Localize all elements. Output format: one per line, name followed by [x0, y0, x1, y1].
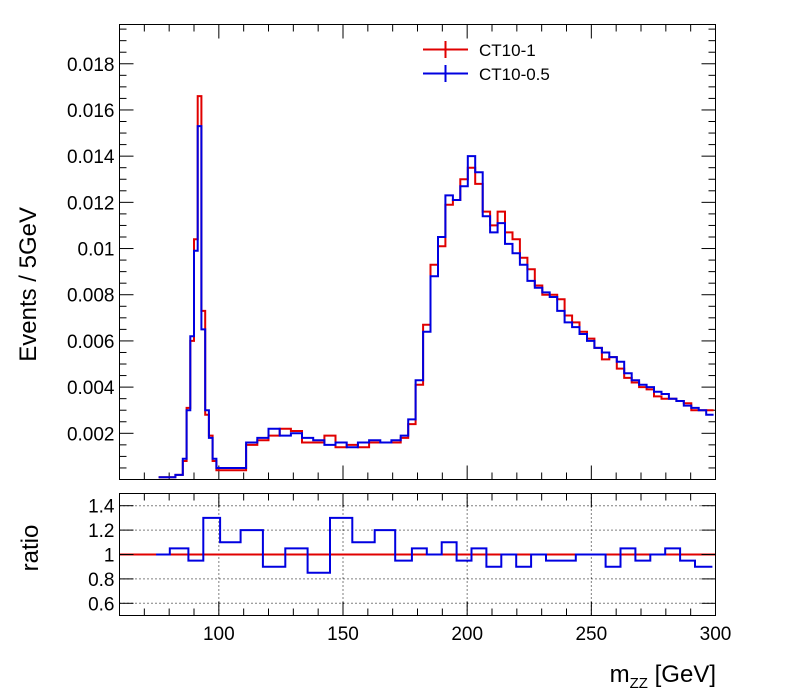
ratio-series-group [119, 516, 716, 574]
main-y-tick-label: 0.01 [78, 240, 115, 261]
ratio-y-tick-label: 0.6 [88, 594, 114, 615]
ratio-panel: 0.6 0.8 1 1.2 1.4 100 150 200 250 300 ratio mZZ … [17, 493, 732, 692]
ratio-x-ticks: 100 150 200 250 300 [119, 493, 732, 645]
x-axis-title-subscript: ZZ [630, 675, 648, 692]
main-y-tick-label: 0.012 [67, 193, 115, 214]
main-y-tick-label: 0.018 [67, 55, 115, 76]
main-y-tick-label: 0.002 [67, 424, 115, 445]
ratio-series-ct10-0.5 [156, 516, 713, 574]
main-y-tick-label: 0.006 [67, 332, 115, 353]
ratio-x-tick-label: 100 [203, 624, 235, 645]
main-y-axis-title: Events / 5GeV [15, 207, 42, 362]
ratio-y-tick-label: 1.4 [88, 497, 115, 518]
ratio-y-axis-title: ratio [17, 525, 44, 572]
ratio-y-tick-label: 1.2 [88, 521, 114, 542]
main-panel: 0.002 0.004 0.006 0.008 0.01 0.012 0.014 0.016 0… [15, 24, 716, 480]
ratio-x-tick-label: 200 [451, 624, 483, 645]
main-series-ct10-0.5 [158, 125, 714, 479]
main-y-ticks: 0.002 0.004 0.006 0.008 0.01 0.012 0.014 0.016 0… [67, 28, 716, 469]
main-x-ticks [119, 24, 716, 480]
ratio-x-tick-label: 250 [575, 624, 607, 645]
main-y-tick-label: 0.008 [67, 286, 115, 307]
ratio-y-tick-label: 0.8 [88, 570, 114, 591]
x-axis-title-unit: [GeV] [648, 661, 716, 688]
legend-label-ct10-0.5: CT10-0.5 [479, 65, 550, 84]
ratio-y-tick-label: 1 [104, 546, 115, 567]
main-y-tick-label: 0.004 [67, 378, 115, 399]
ratio-y-ticks: 0.6 0.8 1 1.2 1.4 [88, 497, 716, 615]
legend-label-ct10-1: CT10-1 [479, 41, 536, 60]
ratio-x-tick-label: 150 [327, 624, 359, 645]
x-axis-title-var: m [610, 661, 630, 688]
main-y-tick-label: 0.014 [67, 147, 115, 168]
main-y-tick-label: 0.016 [67, 101, 115, 122]
main-series-group [158, 95, 714, 479]
main-series-ct10-1 [158, 95, 714, 479]
x-axis-title: mZZ [GeV] [610, 661, 716, 692]
legend: CT10-1 CT10-0.5 [423, 41, 550, 84]
ratio-x-tick-label: 300 [700, 624, 732, 645]
